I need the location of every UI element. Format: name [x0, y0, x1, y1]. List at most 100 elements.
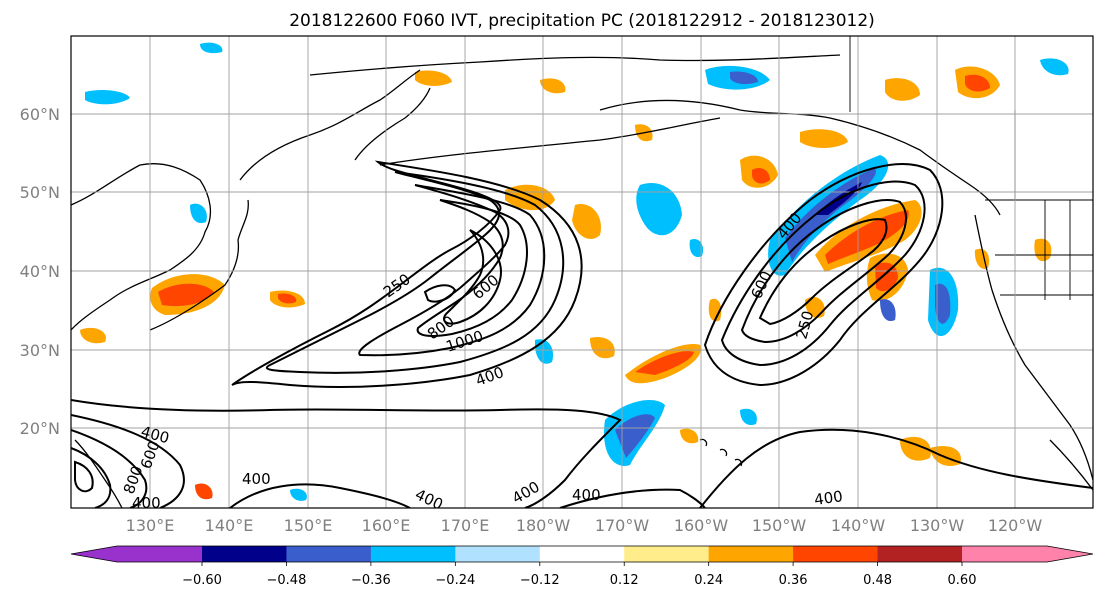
precip-positive-shading [80, 66, 1052, 500]
colorbar-tick-label: 0.36 [779, 573, 808, 588]
colorbar-tick-label: 0.60 [948, 573, 977, 588]
precip-patch [190, 203, 207, 224]
colorbar-tick-label: −0.12 [520, 573, 560, 588]
contour-label: 400 [242, 470, 271, 488]
precip-patch [965, 74, 990, 92]
lon-label: 150°E [284, 516, 333, 535]
colorbar-bin [624, 546, 710, 562]
coastlines [71, 54, 1093, 508]
colorbar-bin [539, 546, 625, 562]
ivt-contour-800-east [758, 218, 888, 326]
sakhalin-kamchatka-coastline [239, 69, 421, 181]
precip-patch [158, 283, 214, 307]
precip-patch [195, 483, 213, 500]
lat-label: 50°N [20, 183, 60, 202]
contour-label-se: 400 [813, 487, 844, 509]
colorbar-tick-label: −0.60 [182, 573, 222, 588]
precip-patch [290, 488, 307, 501]
colorbar-min-extension [71, 546, 202, 562]
precip-patch [615, 414, 655, 458]
precip-patch [540, 78, 566, 94]
precip-patch [572, 204, 601, 240]
lon-label: 120°W [988, 516, 1043, 535]
map-border [70, 35, 1094, 509]
ivt-contour-400-west [265, 171, 565, 374]
precip-patch [278, 293, 297, 304]
map-title: 2018122600 F060 IVT, precipitation PC (2… [289, 11, 875, 31]
us-state-border [995, 200, 1093, 300]
arctic-coastline [309, 54, 841, 76]
north-america-coastline [974, 214, 1093, 481]
lat-label: 30°N [20, 341, 60, 360]
colorbar-bin [708, 546, 794, 562]
lon-label: 140°W [831, 516, 886, 535]
ivt-contour-400-south [71, 399, 622, 508]
contour-label: 400 [572, 486, 601, 504]
lon-label: 180°W [516, 516, 571, 535]
ivt-contour-800-west [416, 199, 528, 337]
colorbar-bin [370, 546, 456, 562]
latitude-labels: 60°N 50°N 40°N 30°N 20°N [20, 105, 60, 438]
precip-patch [885, 78, 920, 101]
ivt-contour-inner-sw [74, 460, 94, 493]
lon-label: 130°E [126, 516, 175, 535]
ivt-contour-400-se [699, 428, 1093, 508]
precip-patch [1040, 58, 1069, 76]
lon-label: 160°E [362, 516, 411, 535]
precip-patch [680, 428, 699, 444]
precip-patch [900, 436, 931, 461]
precip-patch [875, 262, 898, 292]
contour-label: 400 [132, 494, 161, 512]
ivt-contour-400-se2 [559, 488, 706, 508]
colorbar-bin [877, 546, 963, 562]
precip-patch [752, 168, 770, 184]
lat-label: 20°N [20, 419, 60, 438]
colorbar-bin [202, 546, 287, 562]
alaska-coastline [599, 99, 1001, 216]
precip-patch [1034, 238, 1052, 262]
ivt-contours [71, 160, 1093, 508]
lon-label: 130°W [910, 516, 965, 535]
precip-patch [80, 327, 106, 344]
precip-patch [590, 336, 615, 359]
ivt-contour-inner-west [423, 284, 457, 303]
colorbar-max-extension [962, 546, 1093, 562]
longitude-labels: 130°E 140°E 150°E 160°E 170°E 180°W 170°… [126, 516, 1043, 535]
precip-patch [636, 183, 682, 236]
ivt-contour-250-west [231, 160, 583, 388]
precip-patch [935, 283, 951, 324]
colorbar-tick-label: 0.48 [863, 573, 892, 588]
lat-label: 40°N [20, 262, 60, 281]
ivt-contour-250-east [703, 163, 944, 387]
colorbar-bin [455, 546, 541, 562]
colorbar-tick-label: 0.24 [694, 573, 723, 588]
mexico-coastline [1049, 439, 1093, 491]
lon-label: 150°W [752, 516, 807, 535]
precip-patch [740, 408, 757, 426]
lat-label: 60°N [20, 105, 60, 124]
ivt-contour-1000-west [442, 229, 502, 325]
colorbar-bin [286, 546, 372, 562]
kamchatka-peninsula [354, 87, 431, 161]
precip-patch [825, 210, 909, 264]
precip-patch [635, 351, 694, 375]
precip-patch [805, 296, 825, 319]
precip-patch [730, 71, 758, 85]
lon-label: 170°W [595, 516, 650, 535]
colorbar-tick-label: −0.36 [351, 573, 391, 588]
colorbar: −0.60 −0.48 −0.36 −0.24 −0.12 0.12 0.24 0.36 0.4… [70, 545, 1094, 588]
colorbar-tick-label: −0.24 [435, 573, 475, 588]
colorbar-tick-label: −0.48 [267, 573, 307, 588]
ivt-contour-600-east [740, 199, 907, 344]
lon-label: 160°W [674, 516, 729, 535]
map-panel: 250 600 800 1000 400 400 600 250 400 600… [70, 35, 1094, 512]
precip-patch [689, 238, 704, 258]
precip-patch [800, 129, 848, 148]
colorbar-outline [70, 545, 1094, 563]
ivt-contour-400-south2 [71, 414, 185, 508]
lon-label: 140°E [205, 516, 254, 535]
ivt-contour-400-tail [229, 483, 411, 508]
japan-coastline [149, 199, 249, 331]
philippines-coastline [74, 439, 123, 508]
